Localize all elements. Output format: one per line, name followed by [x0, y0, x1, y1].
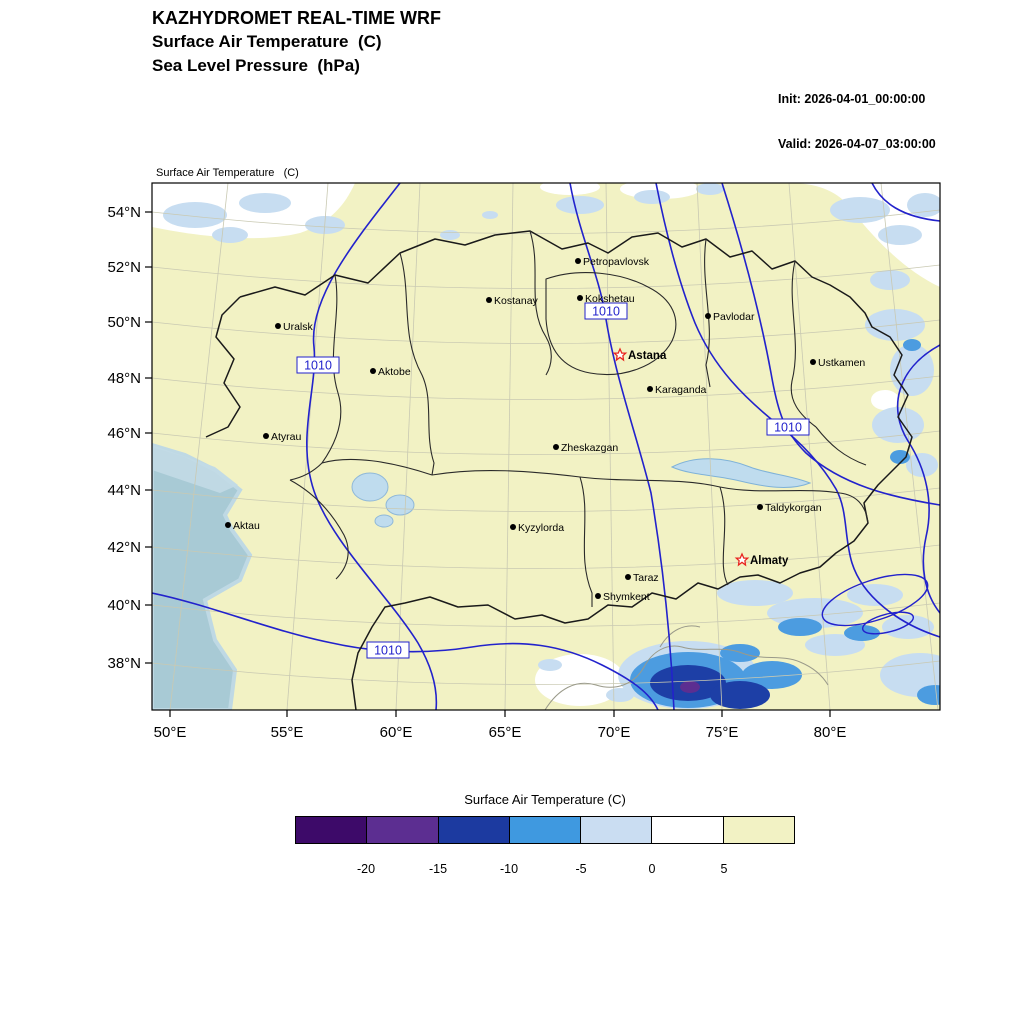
- lat-axis: 54°N 52°N 50°N 48°N 46°N 44°N 42°N 40°N …: [107, 204, 152, 672]
- svg-text:Almaty: Almaty: [750, 555, 789, 567]
- city-marker-karaganda: Karaganda: [647, 384, 707, 396]
- svg-text:Pavlodar: Pavlodar: [713, 311, 755, 323]
- valid-time: Valid: 2026-04-07_03:00:00: [778, 137, 936, 151]
- subtitle-temperature: Surface Air Temperature (C): [152, 32, 382, 51]
- colorbar-segment: [367, 817, 439, 843]
- svg-text:Zheskazgan: Zheskazgan: [561, 442, 618, 454]
- isobar-label: 1010: [592, 305, 620, 319]
- lon-tick-label: 55°E: [271, 724, 304, 741]
- svg-text:Shymkent: Shymkent: [603, 591, 650, 603]
- colorbar-tick-label: -20: [356, 862, 376, 876]
- capital-marker-almaty: Almaty: [734, 552, 789, 567]
- lon-tick-label: 70°E: [598, 724, 631, 741]
- city-marker-uralsk: Uralsk: [275, 321, 314, 333]
- header-title-block: KAZHYDROMET REAL-TIME WRF Surface Air Te…: [152, 6, 441, 78]
- svg-text:Kostanay: Kostanay: [494, 295, 539, 307]
- national-border: [205, 230, 913, 710]
- city-marker-aktobe: Aktobe: [370, 366, 411, 378]
- map-canvas: 1010 1010 1010 1010 Petropavlovsk Kostan…: [152, 183, 940, 710]
- isobar-label: 1010: [304, 359, 332, 373]
- foreign-borders: [544, 625, 829, 710]
- colorbar-tick-label: -10: [499, 862, 519, 876]
- svg-text:Ustkamen: Ustkamen: [818, 357, 865, 369]
- city-marker-pavlodar: Pavlodar: [705, 311, 755, 323]
- svg-text:Karaganda: Karaganda: [655, 384, 707, 396]
- city-marker-kostanay: Kostanay: [486, 295, 539, 307]
- land-fill: [152, 183, 940, 710]
- svg-text:Petropavlovsk: Petropavlovsk: [583, 256, 650, 268]
- model-run-times: Init: 2026-04-01_00:00:00 Valid: 2026-04…: [778, 62, 936, 182]
- colorbar-segment: [438, 817, 510, 843]
- page-title: KAZHYDROMET REAL-TIME WRF: [152, 8, 441, 28]
- colorbar-segment: [509, 817, 582, 843]
- lat-tick-label: 40°N: [107, 597, 141, 614]
- isobar-label: 1010: [774, 421, 802, 435]
- lon-tick-label: 80°E: [814, 724, 847, 741]
- lon-tick-label: 65°E: [489, 724, 522, 741]
- svg-text:Aktobe: Aktobe: [378, 366, 411, 378]
- lat-tick-label: 54°N: [107, 204, 141, 221]
- star-icon: [612, 347, 628, 362]
- init-time: Init: 2026-04-01_00:00:00: [778, 92, 926, 106]
- city-marker-shymkent: Shymkent: [595, 591, 650, 603]
- star-icon: [734, 552, 750, 567]
- city-marker-aktau: Aktau: [225, 520, 260, 532]
- lake-balkhash: [670, 458, 812, 488]
- svg-text:Taldykorgan: Taldykorgan: [765, 502, 822, 514]
- isobar-labels: 1010 1010 1010 1010: [296, 302, 810, 659]
- city-marker-kokshetau: Kokshetau: [577, 293, 635, 305]
- city-marker-kyzylorda: Kyzylorda: [510, 522, 564, 534]
- svg-text:Kyzylorda: Kyzylorda: [518, 522, 564, 534]
- lat-tick-label: 46°N: [107, 425, 141, 442]
- weather-map: 1010 1010 1010 1010 Petropavlovsk Kostan…: [107, 182, 941, 741]
- lon-tick-label: 75°E: [706, 724, 739, 741]
- lat-tick-label: 38°N: [107, 655, 141, 672]
- city-marker-ustkamen: Ustkamen: [810, 357, 865, 369]
- city-marker-petropavlovsk: Petropavlovsk: [575, 256, 650, 268]
- svg-text:Atyrau: Atyrau: [271, 431, 302, 443]
- capital-marker-astana: Astana: [612, 347, 667, 362]
- lat-tick-label: 42°N: [107, 539, 141, 556]
- aral-sea: [351, 472, 415, 528]
- colorbar-tick-label: -15: [428, 862, 448, 876]
- colorbar-segment: [652, 817, 724, 843]
- colorbar-tick-label: 0: [648, 862, 656, 876]
- city-marker-taraz: Taraz: [625, 572, 659, 584]
- lat-tick-label: 44°N: [107, 482, 141, 499]
- oblast-borders: [289, 230, 869, 607]
- city-marker-zheskazgan: Zheskazgan: [553, 442, 618, 454]
- colorbar-title: Surface Air Temperature (C): [464, 792, 626, 807]
- lon-axis: 50°E 55°E 60°E 65°E 70°E 75°E 80°E: [154, 710, 847, 741]
- subtitle-pressure: Sea Level Pressure (hPa): [152, 56, 360, 75]
- isobar-label: 1010: [374, 644, 402, 658]
- colorbar-segment: [723, 817, 794, 843]
- svg-text:Uralsk: Uralsk: [283, 321, 314, 333]
- svg-text:Kokshetau: Kokshetau: [585, 293, 635, 305]
- colorbar-tick-label: 5: [720, 862, 728, 876]
- layer-label-temperature: Surface Air Temperature (C): [156, 167, 299, 179]
- lat-tick-label: 52°N: [107, 259, 141, 276]
- svg-text:Aktau: Aktau: [233, 520, 260, 532]
- caspian-shallow: [152, 445, 238, 493]
- colorbar-segment: [581, 817, 653, 843]
- svg-text:Astana: Astana: [628, 350, 667, 362]
- lon-tick-label: 50°E: [154, 724, 187, 741]
- temp-zone-dark-cold: [650, 665, 770, 709]
- map-frame: [151, 182, 941, 711]
- lat-tick-label: 50°N: [107, 314, 141, 331]
- city-markers: Petropavlovsk Kostanay Kokshetau Pavloda…: [225, 256, 865, 603]
- colorbar-tick-label: -5: [575, 862, 587, 876]
- colorbar: [295, 816, 795, 844]
- lat-tick-label: 48°N: [107, 370, 141, 387]
- city-marker-taldykorgan: Taldykorgan: [757, 502, 822, 514]
- city-marker-atyrau: Atyrau: [263, 431, 302, 443]
- colorbar-segment: [296, 817, 368, 843]
- lon-tick-label: 60°E: [380, 724, 413, 741]
- svg-text:Taraz: Taraz: [633, 572, 659, 584]
